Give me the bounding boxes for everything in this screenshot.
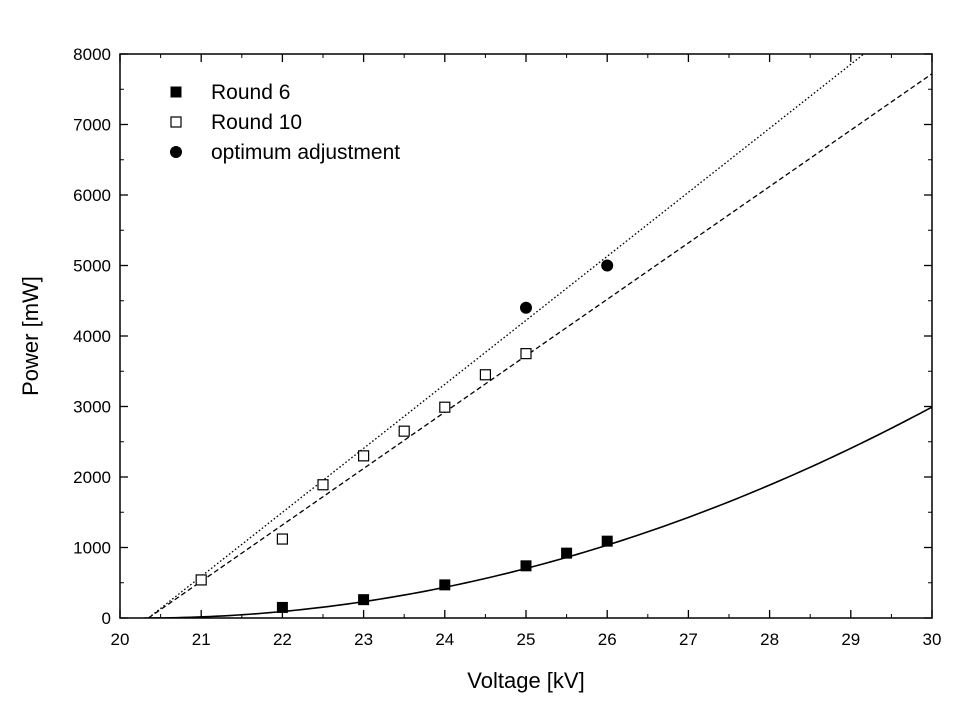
legend-label: Round 10 [211, 111, 302, 134]
y-tick-label: 0 [102, 609, 111, 628]
x-tick-label: 24 [435, 630, 454, 649]
fit-line-dotted [148, 54, 865, 618]
x-tick-label: 30 [923, 630, 942, 649]
x-tick-label: 26 [598, 630, 617, 649]
data-point-filled-circle [520, 301, 532, 314]
data-point-filled-square [520, 560, 532, 572]
data-point-open-square [520, 348, 532, 360]
y-tick-label: 6000 [73, 186, 111, 205]
data-point-filled-circle [601, 259, 614, 272]
data-point-filled-square [561, 547, 573, 559]
y-tick-label: 2000 [73, 468, 111, 487]
fit-line-dashed [148, 73, 932, 618]
legend: Round 6 Round 10 optimum adjustment [170, 81, 400, 164]
data-point-filled-square [601, 535, 613, 547]
data-point-filled-square [276, 601, 288, 613]
y-tick-label: 8000 [73, 45, 111, 64]
legend-label: Round 6 [211, 81, 290, 104]
data-point-open-square [398, 425, 410, 437]
data-point-open-square [439, 401, 451, 413]
legend-marker-open-square [170, 116, 182, 128]
data-point-filled-square [358, 594, 370, 606]
data-point-open-square [195, 574, 207, 586]
plot-area [119, 53, 933, 619]
fit-lines [144, 54, 932, 618]
x-tick-label: 23 [354, 630, 373, 649]
fit-line-solid [144, 406, 932, 618]
legend-label: optimum adjustment [211, 141, 400, 164]
y-tick-label: 1000 [73, 539, 111, 558]
data-point-filled-square [439, 579, 451, 591]
x-tick-label: 20 [111, 630, 130, 649]
legend-marker-filled-square [170, 86, 182, 98]
x-tick-label: 28 [760, 630, 779, 649]
y-tick-label: 7000 [73, 116, 111, 135]
axes: 20 21 22 23 24 25 26 27 28 29 30 0 1000 2000 3000 4000 5… [73, 45, 941, 649]
y-tick-label: 3000 [73, 398, 111, 417]
data-point-open-square [479, 369, 491, 381]
x-tick-label: 22 [273, 630, 292, 649]
data-markers [195, 259, 614, 613]
data-point-open-square [358, 450, 370, 462]
x-tick-label: 21 [192, 630, 211, 649]
data-point-open-square [317, 479, 329, 491]
x-tick-label: 27 [679, 630, 698, 649]
x-tick-label: 29 [841, 630, 860, 649]
x-tick-label: 25 [517, 630, 536, 649]
legend-marker-filled-circle [170, 146, 182, 158]
y-tick-label: 5000 [73, 257, 111, 276]
data-point-open-square [276, 533, 288, 545]
y-axis-title: Power [mW] [18, 276, 43, 396]
x-axis-title: Voltage [kV] [467, 668, 584, 693]
y-tick-label: 4000 [73, 327, 111, 346]
